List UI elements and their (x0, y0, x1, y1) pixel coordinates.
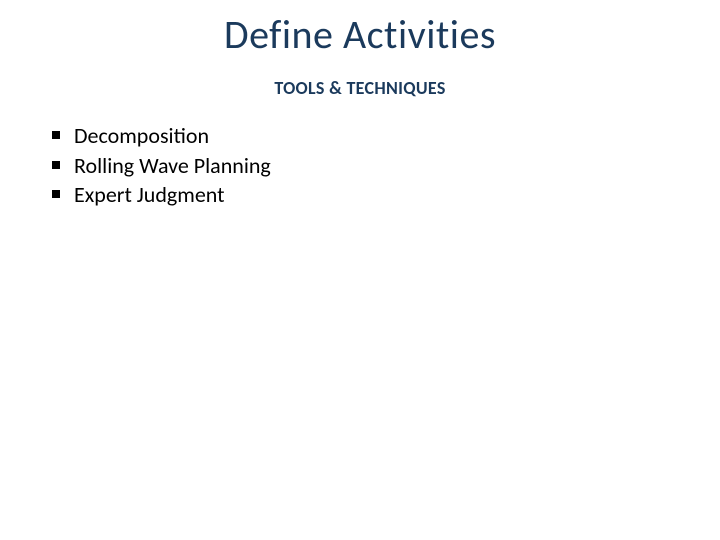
bullet-list: Decomposition Rolling Wave Planning Expe… (30, 121, 690, 210)
slide-subtitle: TOOLS & TECHNIQUES (30, 77, 690, 99)
slide-title: Define Activities (30, 10, 690, 59)
list-item: Expert Judgment (52, 180, 690, 210)
list-item: Decomposition (52, 121, 690, 151)
list-item: Rolling Wave Planning (52, 151, 690, 181)
slide: Define Activities TOOLS & TECHNIQUES Dec… (0, 0, 720, 540)
